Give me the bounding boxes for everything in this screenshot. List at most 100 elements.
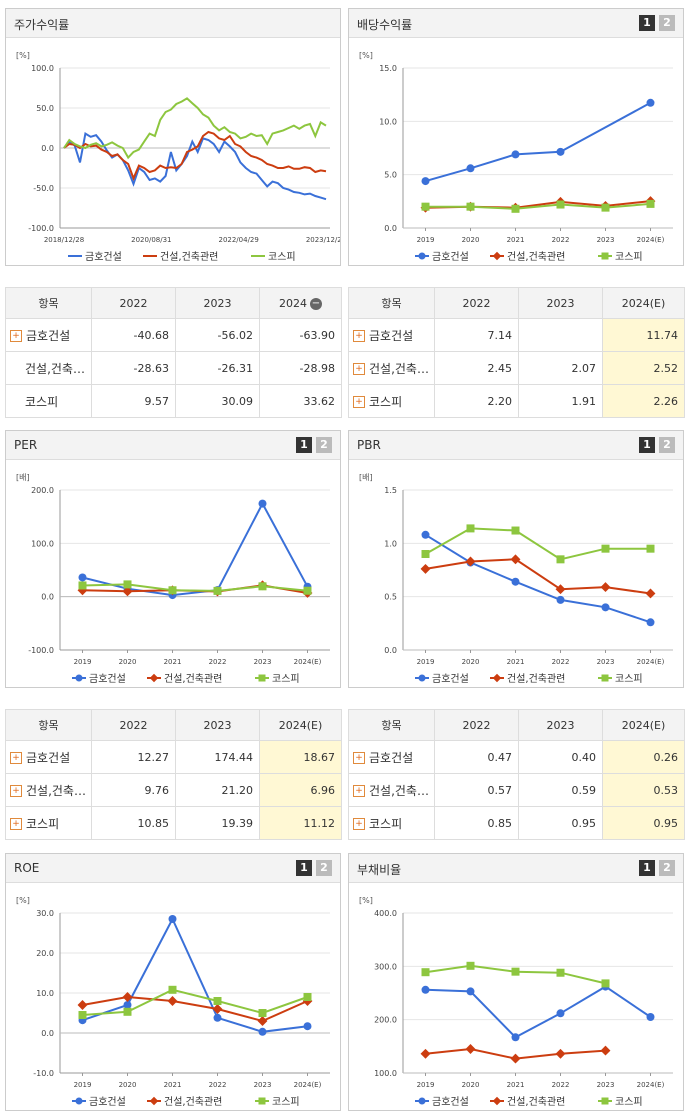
- expand-icon[interactable]: +: [10, 752, 22, 764]
- y-tick-label: -50.0: [33, 184, 54, 193]
- pager-button-1[interactable]: 1: [639, 15, 655, 31]
- data-point: [466, 987, 475, 996]
- legend-label: 건설,건축관련: [160, 251, 218, 263]
- data-point: [167, 996, 178, 1006]
- pager-button-2[interactable]: 2: [316, 437, 332, 453]
- panel-title: 부채비율: [357, 863, 402, 877]
- row-name: + 코스피: [5, 806, 92, 840]
- expand-icon[interactable]: +: [353, 818, 365, 830]
- pager-button-2[interactable]: 2: [659, 437, 675, 453]
- table-cell: 21.20: [175, 773, 260, 807]
- data-point: [466, 202, 475, 211]
- x-tick-label: 2019: [417, 658, 435, 666]
- x-tick-label: 2022: [552, 658, 570, 666]
- table-cell: 7.14: [434, 318, 519, 352]
- row-name-label: 금호건설: [369, 328, 414, 343]
- row-name-label: 건설,건축…: [26, 783, 86, 798]
- pager-button-1[interactable]: 1: [296, 437, 312, 453]
- x-tick-label: 2022: [209, 1081, 227, 1089]
- row-name-label: 금호건설: [26, 750, 71, 765]
- table-row: + 금호건설 12.27 174.44 18.67: [5, 740, 342, 774]
- x-tick-label: 2019: [74, 1081, 92, 1089]
- data-point: [465, 1044, 476, 1054]
- data-point: [646, 544, 655, 553]
- collapse-icon[interactable]: −: [310, 297, 322, 310]
- table-cell: 11.12: [259, 806, 342, 840]
- table-cell: 2.45: [434, 351, 519, 385]
- column-header: 2024(E): [259, 709, 342, 741]
- row-name: + 금호건설: [5, 740, 92, 774]
- data-point: [556, 200, 565, 209]
- table-cell: 2.20: [434, 384, 519, 418]
- pager-button-1[interactable]: 1: [639, 860, 655, 876]
- data-point: [421, 202, 430, 211]
- series-line: [82, 583, 308, 592]
- x-tick-label: 2022/04/29: [218, 236, 258, 244]
- table-cell: 11.74: [602, 318, 685, 352]
- x-tick-label: 2024(E): [637, 1081, 665, 1089]
- x-tick-label: 2024(E): [294, 658, 322, 666]
- x-tick-label: 2021: [507, 658, 525, 666]
- table-cell: 2.07: [518, 351, 603, 385]
- column-header: 2024(E): [602, 287, 685, 319]
- expand-icon[interactable]: +: [353, 363, 365, 375]
- table-cell: 0.26: [602, 740, 685, 774]
- panel-title: 주가수익률: [14, 18, 70, 32]
- expand-icon[interactable]: +: [353, 396, 365, 408]
- pager-button-2[interactable]: 2: [659, 860, 675, 876]
- column-header-label: 2022: [462, 718, 491, 732]
- legend-label: 코스피: [268, 251, 296, 263]
- expand-icon[interactable]: +: [353, 752, 365, 764]
- data-point: [646, 98, 655, 107]
- data-point: [421, 550, 430, 558]
- data-point: [600, 582, 611, 593]
- data-point: [511, 526, 520, 535]
- series-line: [82, 916, 308, 1033]
- data-point: [78, 581, 87, 590]
- data-point: [421, 985, 430, 994]
- row-name: + 건설,건축…: [348, 351, 435, 385]
- unit-label: [%]: [359, 896, 373, 905]
- table-cell: 0.47: [434, 740, 519, 774]
- data-point: [168, 586, 177, 595]
- expand-icon[interactable]: +: [10, 330, 22, 342]
- data-point: [258, 499, 267, 508]
- table-cell: 0.85: [434, 806, 519, 840]
- panel-header: PER 1 2: [6, 431, 340, 460]
- column-header-label: 항목: [38, 719, 59, 732]
- panel-header: PBR 1 2: [349, 431, 683, 460]
- pager-button-1[interactable]: 1: [639, 437, 655, 453]
- chart-panel-2: PER 1 2 [배] 200.0 100.0 0.0 -100.0 2019 2020 2021 2…: [5, 430, 341, 688]
- y-tick-label: 200.0: [31, 486, 54, 495]
- y-tick-label: 100.0: [31, 64, 54, 73]
- row-name: + 금호건설: [348, 318, 435, 352]
- column-header-label: 2022: [462, 296, 491, 310]
- column-header-label: 2022: [119, 718, 148, 732]
- y-tick-label: 0.0: [384, 646, 397, 655]
- table-cell: 9.76: [91, 773, 176, 807]
- expand-icon[interactable]: +: [10, 785, 22, 797]
- expand-icon[interactable]: +: [10, 818, 22, 830]
- data-point: [601, 544, 610, 553]
- table-cell: 0.95: [602, 806, 685, 840]
- y-tick-label: 300.0: [374, 962, 397, 971]
- series-line: [425, 558, 651, 595]
- legend-label: 코스피: [272, 673, 300, 685]
- pager-button-2[interactable]: 2: [316, 860, 332, 876]
- table-row: + 금호건설 -40.68 -56.02 -63.90: [5, 318, 342, 352]
- row-name: + 금호건설: [5, 318, 92, 352]
- table-row: + 건설,건축… 0.57 0.59 0.53: [348, 773, 685, 807]
- y-tick-label: 1.0: [384, 539, 397, 548]
- x-tick-label: 2021: [507, 236, 525, 244]
- data-point: [555, 1048, 566, 1059]
- expand-icon[interactable]: +: [353, 330, 365, 342]
- chart-panel-4: ROE 1 2 [%] 30.0 20.0 10.0 0.0 -10.0 2019 2020 2021…: [5, 853, 341, 1111]
- data-point: [556, 968, 565, 977]
- data-point: [511, 150, 520, 159]
- table-cell: 2.52: [602, 351, 685, 385]
- expand-icon[interactable]: +: [353, 785, 365, 797]
- pager-button-2[interactable]: 2: [659, 15, 675, 31]
- pager-button-1[interactable]: 1: [296, 860, 312, 876]
- y-tick-label: 0.5: [384, 593, 397, 602]
- chart-panel-3: PBR 1 2 [배] 1.5 1.0 0.5 0.0 2019 2020 2021 2022 2023…: [348, 430, 684, 688]
